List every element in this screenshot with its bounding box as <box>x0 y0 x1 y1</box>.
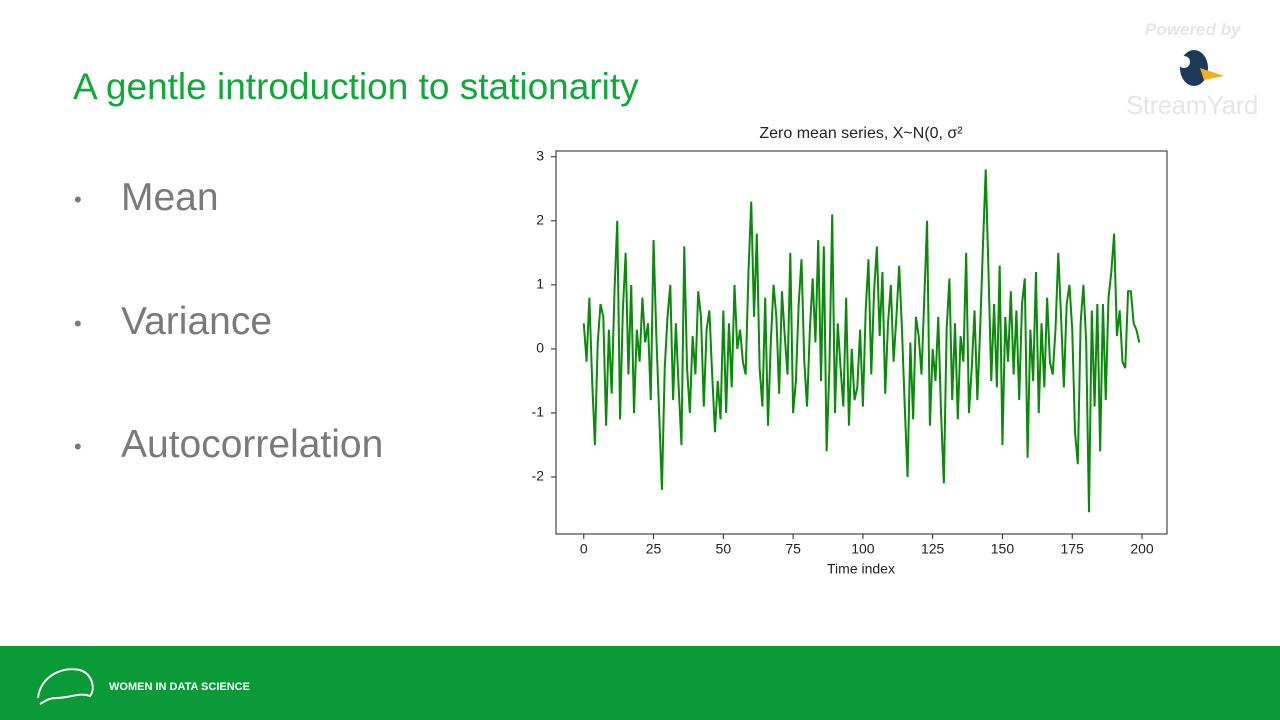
x-tick-label: 25 <box>646 541 662 557</box>
bullet-text: Variance <box>121 300 273 343</box>
x-tick-label: 75 <box>785 541 801 557</box>
footer-logo <box>37 668 94 705</box>
y-tick-label: 0 <box>536 340 544 356</box>
x-tick-label: 125 <box>921 541 945 557</box>
bullet: • Variance <box>74 300 273 343</box>
y-tick-label: 1 <box>536 276 544 292</box>
x-tick-label: 0 <box>580 541 588 557</box>
y-tick-label: -2 <box>532 468 545 484</box>
footer-bar <box>0 646 1280 720</box>
bullet-text: Mean <box>121 176 219 219</box>
x-axis-label: Time index <box>827 561 895 577</box>
chart: Zero mean series, X~N(0, σ² Time index -… <box>532 125 1168 577</box>
y-tick-label: -1 <box>532 404 545 420</box>
plot-frame <box>555 150 1168 535</box>
bullet-text: Autocorrelation <box>121 423 384 466</box>
bullet: • Autocorrelation <box>74 423 384 466</box>
chart-title: Zero mean series, X~N(0, σ² <box>759 125 963 142</box>
y-tick-label: 3 <box>536 147 544 163</box>
brand-name: StreamYard <box>1126 90 1258 120</box>
x-tick-label: 50 <box>716 541 732 557</box>
x-tick-label: 200 <box>1130 541 1154 557</box>
x-tick-label: 175 <box>1061 541 1085 557</box>
bullet: • Mean <box>74 176 219 219</box>
x-tick-label: 150 <box>991 541 1015 557</box>
powered-by: Powered by <box>1145 20 1241 39</box>
footer-text: WOMEN IN DATA SCIENCE <box>109 681 250 693</box>
slide-title: A gentle introduction to stationarity <box>73 66 639 107</box>
series-line <box>582 169 1141 513</box>
y-tick-label: 2 <box>536 212 544 228</box>
x-tick-label: 100 <box>851 541 875 557</box>
streamyard-logo <box>1178 50 1224 86</box>
